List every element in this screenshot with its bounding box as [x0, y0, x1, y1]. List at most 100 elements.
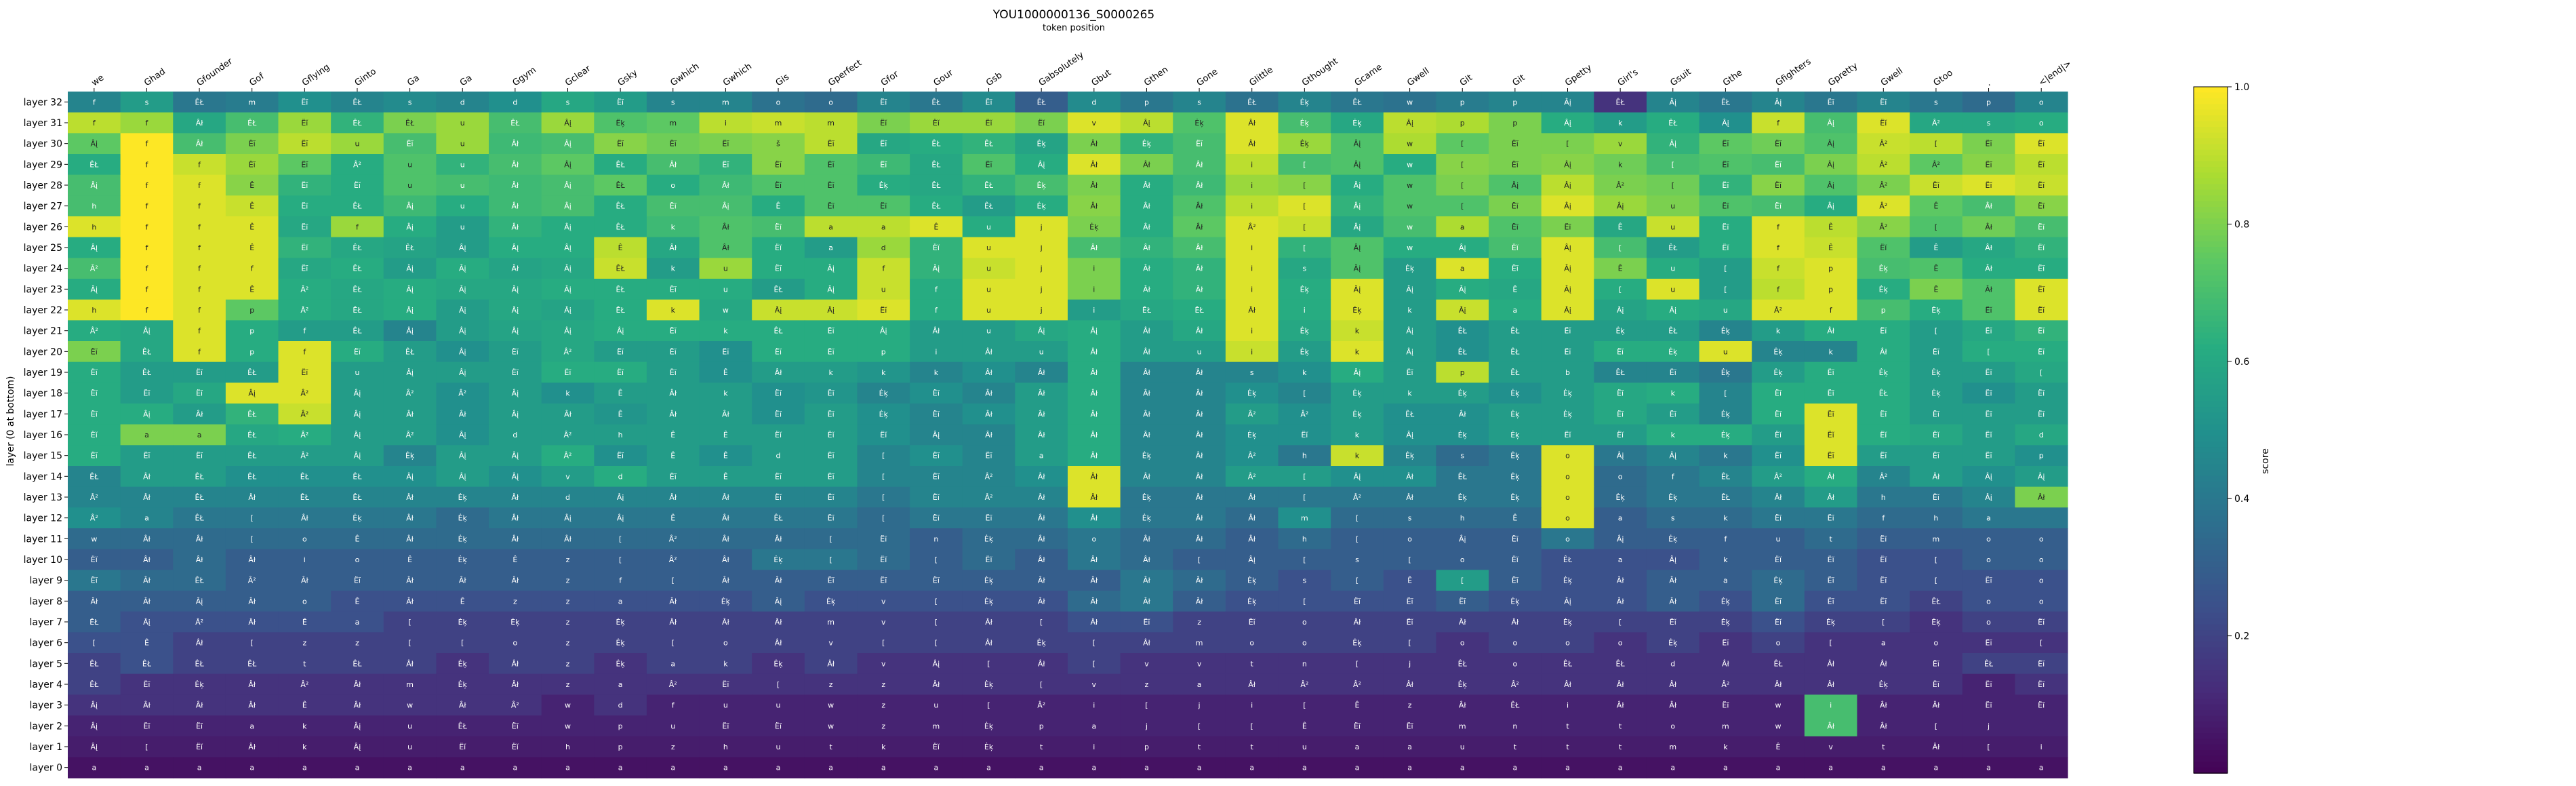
colorbar-segment: [2194, 161, 2228, 168]
cell-label: Ėķ: [195, 680, 204, 689]
heatmap-cell: [331, 112, 384, 134]
heatmap-cell: [225, 174, 279, 196]
heatmap-cell: [699, 216, 752, 238]
cell-label: Â²: [1879, 140, 1887, 149]
cell-label: m: [827, 119, 834, 127]
cell-label: Âį: [880, 327, 887, 336]
heatmap-cell: [1383, 320, 1437, 342]
heatmap-cell: [1541, 195, 1594, 217]
heatmap-cell: [278, 112, 331, 134]
cell-label: s: [1355, 555, 1359, 564]
heatmap-cell: [1173, 195, 1226, 217]
heatmap-cell: [489, 279, 542, 300]
cell-label: a: [1512, 764, 1517, 772]
cell-label: Ėķ: [1721, 410, 1731, 418]
cell-label: Ëĭ: [775, 410, 782, 418]
heatmap-cell: [1436, 154, 1489, 176]
cell-label: Âį: [564, 181, 571, 190]
heatmap-cell: [278, 404, 331, 425]
cell-label: w: [828, 701, 834, 710]
cell-label: w: [91, 534, 97, 543]
cell-label: Âį: [196, 597, 203, 606]
heatmap-cell: [646, 382, 700, 404]
cell-label: Âł: [406, 659, 414, 668]
cell-label: [: [1303, 222, 1306, 231]
heatmap-cell: [436, 279, 489, 300]
cell-label: Ëĭ: [880, 202, 887, 211]
heatmap-cell: [1752, 361, 1805, 383]
cell-label: Âį: [1669, 140, 1676, 149]
cell-label: ÊŁ: [195, 472, 205, 481]
heatmap-cell: [1489, 216, 1542, 238]
colorbar-segment: [2194, 138, 2228, 145]
cell-label: [: [251, 639, 254, 648]
heatmap-cell: [594, 195, 647, 217]
cell-label: ÊŁ: [616, 285, 626, 294]
cell-label: Ëĭ: [407, 140, 414, 149]
cell-label: u: [460, 119, 465, 127]
cell-label: Âį: [564, 222, 571, 231]
heatmap-cell: [962, 424, 1015, 446]
cell-label: Âł: [564, 410, 572, 418]
x-tick-label: Gof: [247, 71, 266, 88]
cell-label: Âł: [512, 181, 520, 190]
cell-label: Ê: [1618, 222, 1623, 231]
heatmap-cell: [1120, 299, 1173, 321]
cell-label: w: [1407, 181, 1413, 190]
cell-label: Ëĭ: [459, 743, 466, 751]
cell-label: a: [512, 764, 517, 772]
heatmap-cell: [1646, 382, 1700, 404]
cell-label: [: [408, 618, 411, 627]
x-tick-label: Girl's: [1616, 67, 1641, 88]
cell-label: d: [618, 701, 623, 710]
cell-label: Â²: [406, 389, 414, 398]
cell-label: i: [935, 347, 937, 356]
colorbar-segment: [2194, 104, 2228, 111]
heatmap-cell: [1278, 258, 1331, 279]
cell-label: Âł: [1248, 514, 1256, 523]
cell-label: Âł: [1669, 597, 1677, 606]
heatmap-cell: [1962, 174, 2015, 196]
cell-label: ÊŁ: [353, 243, 362, 252]
heatmap-cell: [1436, 404, 1489, 425]
heatmap-cell: [1489, 404, 1542, 425]
cell-label: Ėķ: [1668, 534, 1678, 543]
cell-label: ÊŁ: [1931, 597, 1941, 606]
heatmap-cell: [489, 445, 542, 467]
heatmap-cell: [1436, 92, 1489, 113]
cell-label: Ëĭ: [1828, 576, 1835, 585]
colorbar-segment: [2194, 264, 2228, 271]
cell-label: j: [1040, 264, 1043, 273]
heatmap-cell: [1910, 258, 1963, 279]
cell-label: Âł: [143, 597, 151, 606]
cell-label: k: [1776, 327, 1781, 336]
cell-label: Ėķ: [1721, 431, 1731, 439]
heatmap-cell: [436, 133, 489, 155]
cell-label: a: [302, 764, 307, 772]
cell-label: Â²: [90, 264, 98, 273]
cell-label: h: [92, 222, 96, 231]
cell-label: ÊŁ: [195, 493, 205, 502]
heatmap-cell: [120, 258, 174, 279]
cell-label: [: [1356, 514, 1359, 523]
cell-label: d: [881, 243, 886, 252]
heatmap-cell: [1699, 299, 1752, 321]
heatmap-cell: [1173, 361, 1226, 383]
cell-label: [: [145, 743, 148, 751]
heatmap-cell: [1278, 361, 1331, 383]
heatmap-cell: [1436, 216, 1489, 238]
cell-label: Âł: [1248, 306, 1256, 315]
heatmap-cell: [1857, 92, 1910, 113]
heatmap-cell: [1804, 237, 1858, 258]
cell-label: t: [1882, 743, 1885, 751]
colorbar-segment: [2194, 521, 2228, 528]
heatmap-cell: [1752, 424, 1805, 446]
cell-label: Â²: [985, 493, 993, 502]
cell-label: Âį: [1354, 222, 1361, 231]
cell-label: Âį: [564, 119, 571, 127]
heatmap-cell: [804, 258, 858, 279]
x-tick-label: .: [1984, 79, 1992, 89]
colorbar-segment: [2194, 92, 2228, 99]
cell-label: Ėķ: [1352, 119, 1362, 127]
cell-label: ÊŁ: [931, 181, 941, 190]
